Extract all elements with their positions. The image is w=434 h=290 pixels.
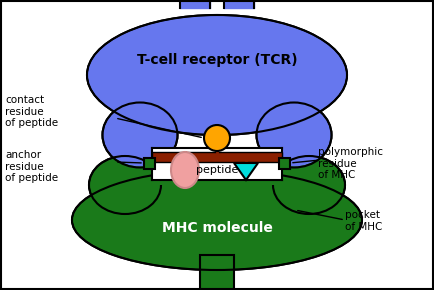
Ellipse shape bbox=[89, 156, 161, 214]
Polygon shape bbox=[289, 45, 297, 150]
Bar bbox=[152, 148, 282, 180]
Text: pocket
of MHC: pocket of MHC bbox=[345, 210, 382, 232]
Text: polymorphic
residue
of MHC: polymorphic residue of MHC bbox=[318, 147, 383, 180]
Text: contact
residue
of peptide: contact residue of peptide bbox=[5, 95, 58, 128]
Ellipse shape bbox=[90, 157, 160, 213]
Bar bbox=[200, 255, 234, 290]
Ellipse shape bbox=[102, 102, 178, 168]
Ellipse shape bbox=[171, 152, 199, 188]
Ellipse shape bbox=[204, 125, 230, 151]
Ellipse shape bbox=[274, 157, 344, 213]
Text: MHC molecule: MHC molecule bbox=[161, 221, 273, 235]
Text: peptide: peptide bbox=[196, 165, 238, 175]
Ellipse shape bbox=[73, 171, 361, 269]
Bar bbox=[152, 152, 282, 162]
Bar bbox=[279, 158, 290, 169]
Polygon shape bbox=[234, 163, 258, 180]
Ellipse shape bbox=[273, 156, 345, 214]
Text: anchor
residue
of peptide: anchor residue of peptide bbox=[5, 150, 58, 183]
Ellipse shape bbox=[103, 104, 177, 166]
Ellipse shape bbox=[72, 170, 362, 270]
Ellipse shape bbox=[87, 15, 347, 135]
Polygon shape bbox=[137, 45, 145, 150]
Text: T-cell receptor (TCR): T-cell receptor (TCR) bbox=[137, 53, 297, 67]
Bar bbox=[152, 180, 282, 185]
Ellipse shape bbox=[257, 104, 331, 166]
Ellipse shape bbox=[256, 102, 332, 168]
Ellipse shape bbox=[88, 16, 346, 134]
Bar bbox=[144, 158, 155, 169]
